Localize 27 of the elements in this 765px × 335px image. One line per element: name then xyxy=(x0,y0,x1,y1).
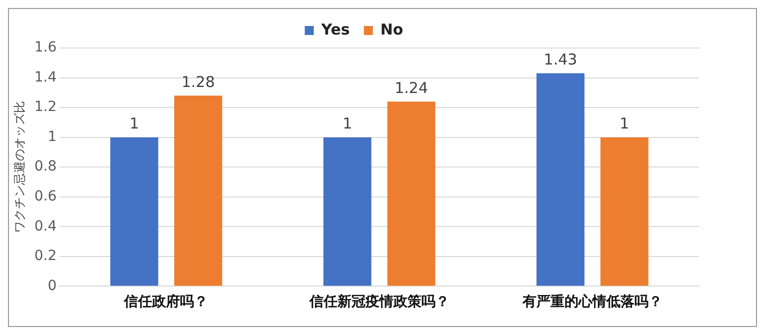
y-tick-label: 1.6 xyxy=(34,40,57,56)
data-label: 1 xyxy=(342,114,352,133)
bar xyxy=(600,137,648,286)
data-label: 1.43 xyxy=(544,50,578,69)
y-tick-label: 0 xyxy=(48,278,57,294)
y-tick-label: 0.2 xyxy=(34,248,57,264)
bar xyxy=(387,102,436,286)
x-tick-label: 信任政府吗？ xyxy=(123,293,208,310)
bar xyxy=(174,96,222,286)
data-label: 1 xyxy=(129,114,140,133)
bar xyxy=(110,137,158,286)
y-tick-label: 0.6 xyxy=(34,188,57,205)
x-tick-label: 有严重的心情低落吗？ xyxy=(521,293,662,310)
y-tick-label: 1.4 xyxy=(34,69,57,86)
y-tick-label: 0.8 xyxy=(34,158,57,175)
data-label: 1 xyxy=(620,114,630,133)
y-tick-label: 0.4 xyxy=(34,218,57,234)
data-label: 1.28 xyxy=(181,73,215,92)
bar xyxy=(536,73,584,286)
bar xyxy=(323,137,372,286)
legend-label: No xyxy=(380,20,404,38)
data-label: 1.24 xyxy=(394,78,428,97)
legend-label: Yes xyxy=(320,20,350,38)
y-tick-label: 1 xyxy=(48,128,57,145)
y-tick-label: 1.2 xyxy=(34,99,57,116)
y-axis-title: ワクチン忌避のオッズ比 xyxy=(12,101,26,234)
x-tick-label: 信任新冠疫情政策吗？ xyxy=(308,293,450,310)
